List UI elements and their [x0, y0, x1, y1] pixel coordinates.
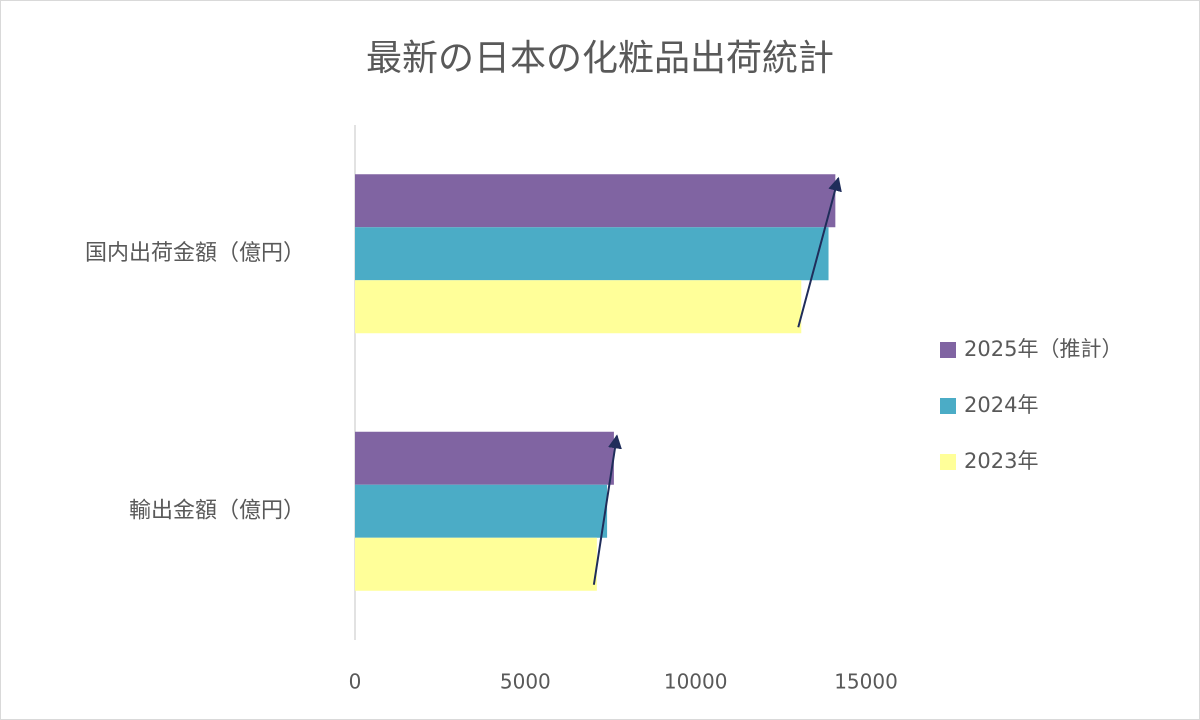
x-tick-label: 10000	[664, 670, 728, 694]
y-tick-label: 輸出金額（億円）	[129, 498, 305, 523]
x-tick-label: 5000	[500, 670, 551, 694]
bar	[355, 431, 614, 485]
y-tick-label: 国内出荷金額（億円）	[85, 241, 305, 266]
legend-swatch	[940, 342, 956, 358]
legend-swatch	[940, 454, 956, 470]
bar	[355, 484, 608, 538]
legend-label: 2025年（推計）	[964, 337, 1122, 361]
bar	[355, 174, 836, 228]
bar	[355, 537, 597, 591]
x-tick-label: 0	[349, 670, 362, 694]
trend-arrow	[592, 434, 622, 585]
x-tick-label: 15000	[834, 670, 898, 694]
chart-title: 最新の日本の化粧品出荷統計	[366, 38, 834, 79]
trend-arrow	[797, 176, 842, 328]
legend-label: 2024年	[964, 393, 1038, 417]
legend-swatch	[940, 398, 956, 414]
bar	[355, 227, 829, 281]
legend-label: 2023年	[964, 449, 1038, 473]
bar	[355, 280, 802, 334]
